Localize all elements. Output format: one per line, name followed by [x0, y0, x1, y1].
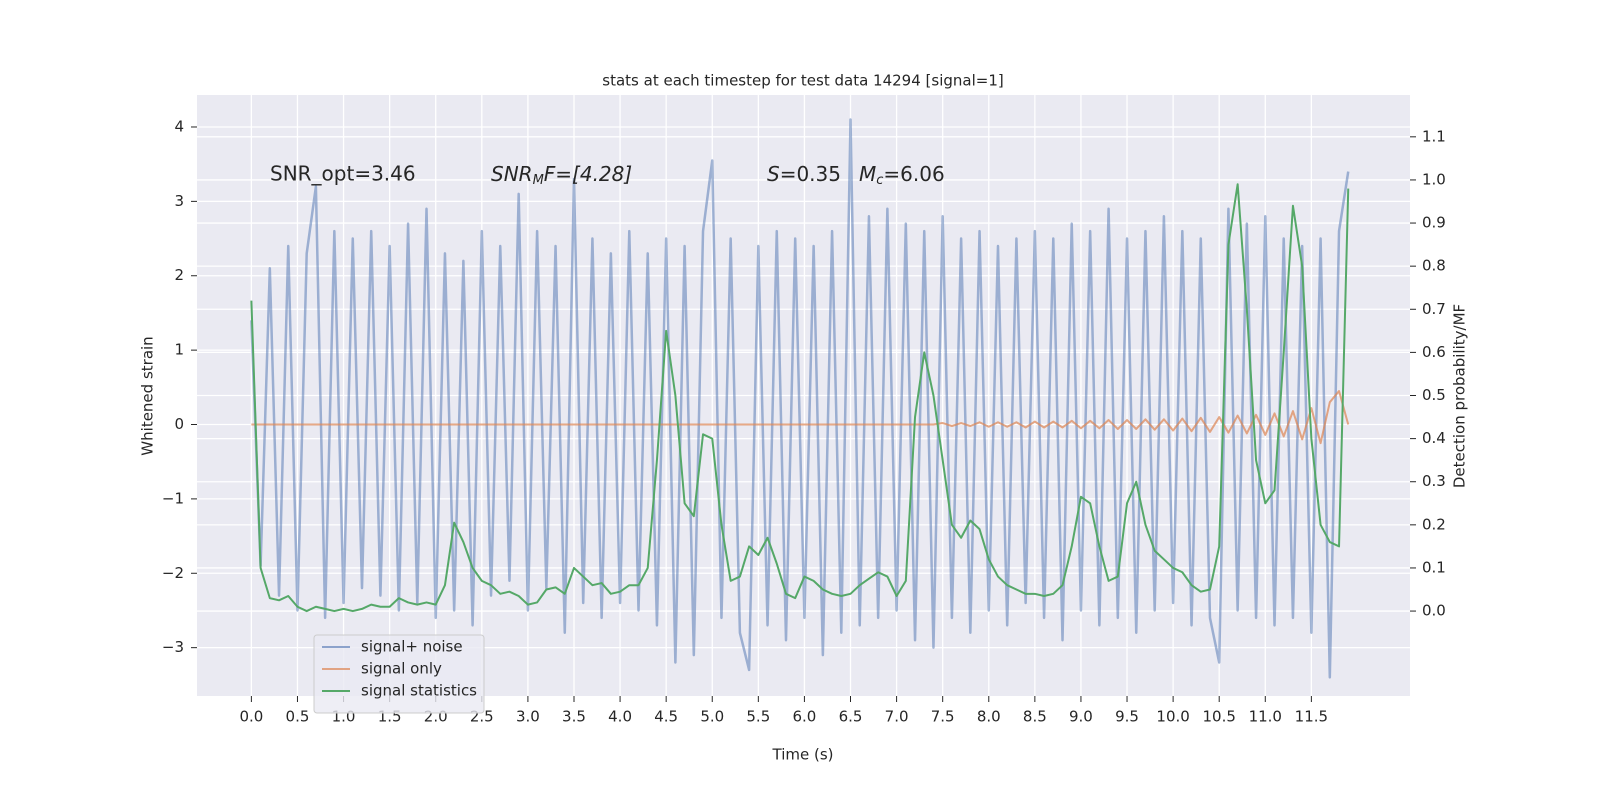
x-tick-label: 0.5 — [286, 708, 310, 726]
y2-axis-label: Detection probability/MF — [1451, 304, 1469, 488]
x-tick-label: 4.5 — [654, 708, 678, 726]
annotation-part: F=[4.28] — [544, 162, 632, 186]
x-tick-label: 11.0 — [1249, 708, 1282, 726]
annotation: S=0.35 — [767, 162, 841, 186]
series-layer — [250, 118, 1350, 679]
annotation-sub: c — [876, 173, 883, 188]
x-tick-label: 10.5 — [1202, 708, 1235, 726]
legend-label: signal only — [361, 660, 442, 678]
y-tick-label: 2 — [174, 266, 184, 284]
annotation-part: S — [767, 162, 780, 186]
y2-tick-label: 0.3 — [1422, 472, 1446, 490]
annotation-sub: M — [533, 173, 544, 188]
y2-tick-label: 0.7 — [1422, 300, 1446, 318]
annotation-part: =6.06 — [883, 162, 944, 186]
x-axis-label: Time (s) — [772, 746, 834, 764]
y2-tick-label: 1.0 — [1422, 170, 1446, 188]
y-tick-label: 1 — [174, 341, 184, 359]
annotation: SNR_opt=3.46 — [270, 162, 416, 186]
x-tick-label: 11.5 — [1295, 708, 1328, 726]
series-line — [251, 390, 1350, 445]
y2-tick-label: 0.9 — [1422, 214, 1446, 232]
x-tick-label: 8.5 — [1023, 708, 1047, 726]
y2-tick-label: 0.1 — [1422, 558, 1446, 576]
y-tick-label: 4 — [174, 117, 184, 135]
y-tick-label: 3 — [174, 192, 184, 210]
y2-tick-label: 0.0 — [1422, 602, 1446, 620]
y2-tick-label: 0.2 — [1422, 515, 1446, 533]
x-tick-label: 6.5 — [839, 708, 863, 726]
x-tick-label: 5.5 — [746, 708, 770, 726]
y2-tick-label: 0.4 — [1422, 429, 1446, 447]
chart-title: stats at each timestep for test data 142… — [602, 72, 1003, 90]
y2-tick-label: 0.8 — [1422, 257, 1446, 275]
y2-tick-label: 0.5 — [1422, 386, 1446, 404]
annotation: SNRMF=[4.28] — [491, 162, 632, 188]
x-tick-label: 9.0 — [1069, 708, 1093, 726]
x-tick-label: 7.5 — [931, 708, 955, 726]
y-axis-label: Whitened strain — [139, 336, 157, 455]
x-tick-label: 4.0 — [608, 708, 632, 726]
annotation-part: M — [859, 162, 876, 186]
y-tick-label: −2 — [162, 564, 184, 582]
x-tick-label: 3.5 — [562, 708, 586, 726]
legend-label: signal+ noise — [361, 638, 463, 656]
y2-tick-label: 1.1 — [1422, 127, 1446, 145]
series-line — [250, 118, 1350, 679]
x-tick-label: 8.0 — [977, 708, 1001, 726]
axes: 0.0 0.5 1.0 1.5 2.0 2.5 3.0 3.5 4.0 4.5 5.0 5.5 6.0 6… — [162, 117, 1446, 725]
x-tick-label: 5.0 — [700, 708, 724, 726]
y-tick-label: −3 — [162, 638, 184, 656]
series-line — [250, 183, 1350, 613]
legend-label: signal statistics — [361, 682, 477, 700]
x-tick-label: 0.0 — [239, 708, 263, 726]
legend: signal+ noise signal only signal statistic… — [313, 634, 485, 714]
annotation: Mc=6.06 — [859, 162, 945, 188]
x-tick-label: 6.0 — [792, 708, 816, 726]
x-tick-label: 10.0 — [1156, 708, 1189, 726]
x-tick-label: 3.0 — [516, 708, 540, 726]
x-tick-label: 7.0 — [885, 708, 909, 726]
y2-tick-label: 0.6 — [1422, 343, 1446, 361]
annotation-part: SNR — [491, 162, 533, 186]
legend-box — [313, 634, 485, 714]
y-tick-label: 0 — [174, 415, 184, 433]
y-tick-label: −1 — [162, 489, 184, 507]
x-tick-label: 9.5 — [1115, 708, 1139, 726]
annotation-part: =0.35 — [780, 162, 841, 186]
